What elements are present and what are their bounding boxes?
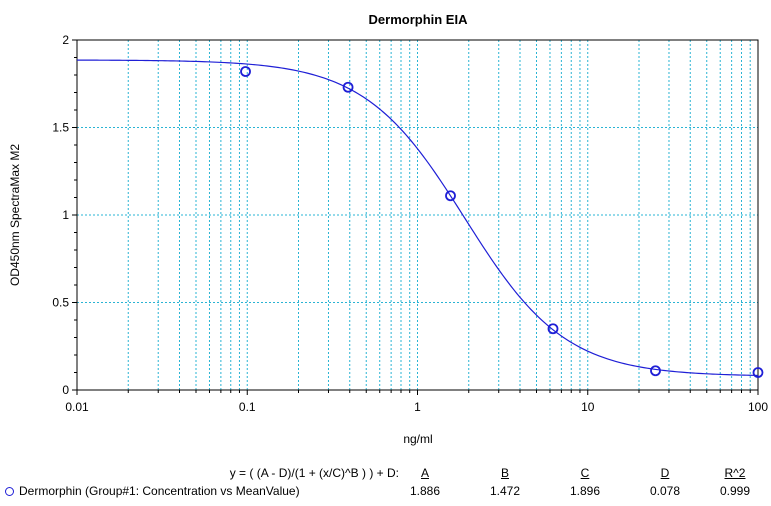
fit-curve <box>76 59 759 377</box>
fit-value-b: 1.472 <box>489 484 521 498</box>
x-axis: 0.01 0.1 1 10 100 <box>65 390 768 414</box>
fit-header-r2: R^2 <box>724 466 746 480</box>
x-tick-label: 0.01 <box>65 400 89 414</box>
legend-series-label: Dermorphin (Group#1: Concentration vs Me… <box>19 484 300 498</box>
fit-value-c: 1.896 <box>569 484 601 498</box>
y-axis-label: OD450nm SpectraMax M2 <box>8 144 22 286</box>
y-tick-label: 0 <box>62 383 69 397</box>
x-axis-label: ng/ml <box>403 432 432 446</box>
fit-value-a: 1.886 <box>409 484 441 498</box>
fit-equation: y = ( (A - D)/(1 + (x/C)^B ) ) + D: <box>229 466 399 480</box>
chart-title: Dermorphin EIA <box>369 12 469 27</box>
y-tick-label: 0.5 <box>52 296 69 310</box>
y-tick-label: 1.5 <box>52 121 69 135</box>
fit-value-d: 0.078 <box>649 484 681 498</box>
fit-value-r2: 0.999 <box>719 484 751 498</box>
y-axis: 0 0.5 1 1.5 2 <box>52 33 77 397</box>
fit-header-c: C <box>580 466 590 480</box>
x-tick-label: 100 <box>748 400 768 414</box>
x-tick-label: 0.1 <box>239 400 256 414</box>
data-points <box>240 66 764 378</box>
grid <box>77 40 758 390</box>
data-point <box>240 66 251 77</box>
data-point <box>650 365 661 377</box>
legend-entry: Dermorphin (Group#1: Concentration vs Me… <box>5 484 300 498</box>
data-point <box>752 367 764 378</box>
x-tick-label: 1 <box>414 400 421 414</box>
legend-marker-icon <box>5 487 14 496</box>
data-point <box>547 323 559 335</box>
data-point <box>342 81 354 93</box>
fit-table: y = ( (A - D)/(1 + (x/C)^B ) ) + D: A B … <box>0 466 771 506</box>
fit-header-d: D <box>660 466 670 480</box>
fit-header-a: A <box>420 466 429 480</box>
fit-header-b: B <box>500 466 509 480</box>
y-tick-label: 2 <box>62 33 69 47</box>
data-point <box>445 190 456 202</box>
x-tick-label: 10 <box>581 400 595 414</box>
y-tick-label: 1 <box>62 208 69 222</box>
